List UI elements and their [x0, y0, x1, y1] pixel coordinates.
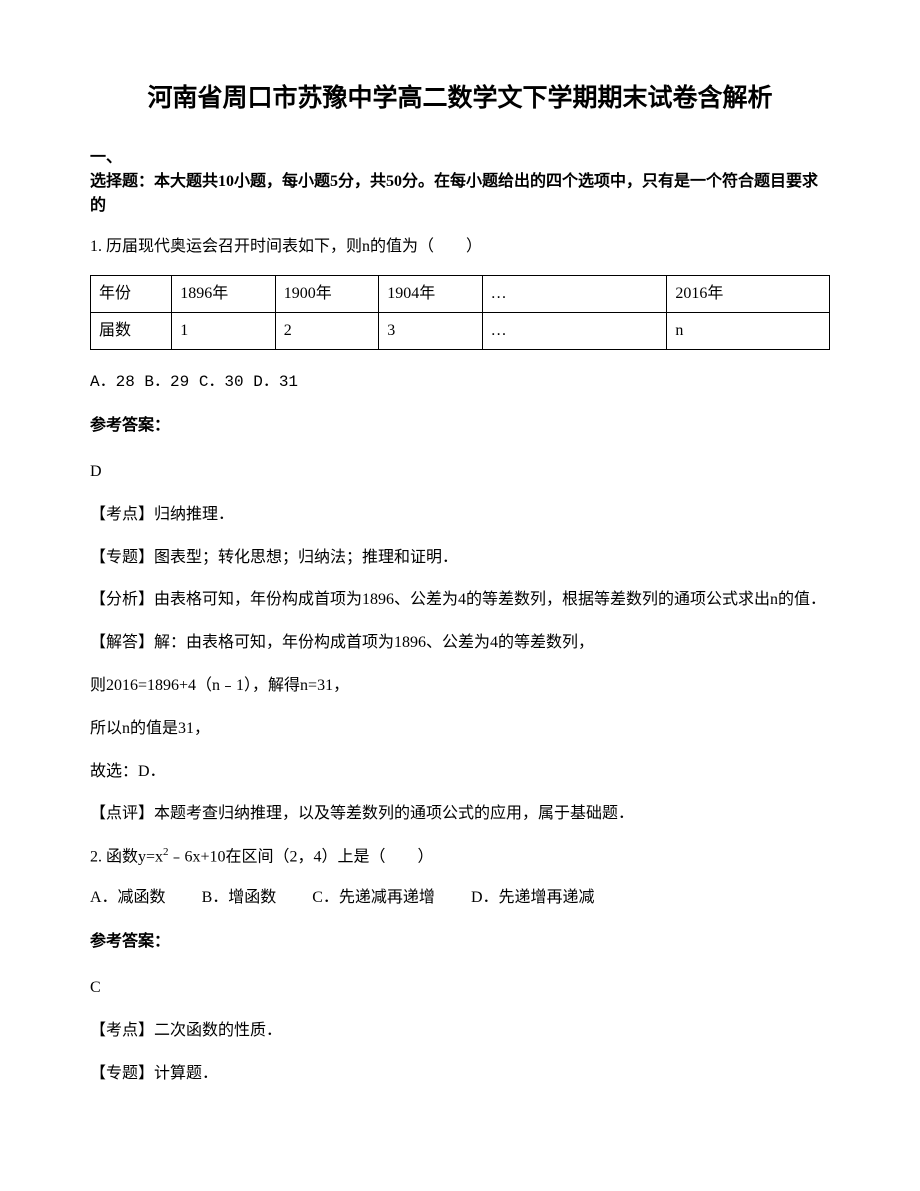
q1-jieda1: 【解答】解：由表格可知，年份构成首项为1896、公差为4的等差数列，	[90, 629, 830, 658]
question-1: 1. 历届现代奥运会召开时间表如下，则n的值为（ ）	[90, 234, 830, 260]
q1-fenxi: 【分析】由表格可知，年份构成首项为1896、公差为4的等差数列，根据等差数列的通…	[90, 586, 830, 615]
q2-number: 2.	[90, 849, 102, 866]
q1-jieda4: 故选：D．	[90, 758, 830, 787]
section-heading: 一、 选择题：本大题共10小题，每小题5分，共50分。在每小题给出的四个选项中，…	[90, 146, 830, 218]
section-prefix: 一、	[90, 149, 122, 166]
page-title: 河南省周口市苏豫中学高二数学文下学期期末试卷含解析	[90, 80, 830, 118]
q2-options: A．减函数 B．增函数 C．先递减再递增 D．先递增再递减	[90, 886, 830, 910]
table-cell: 3	[379, 313, 482, 350]
q2-opt-a: A．减函数	[90, 886, 166, 910]
table-row: 届数 1 2 3 … n	[91, 313, 830, 350]
table-cell: 年份	[91, 276, 172, 313]
q1-zhuanti: 【专题】图表型；转化思想；归纳法；推理和证明．	[90, 544, 830, 573]
table-cell: 1904年	[379, 276, 482, 313]
q1-number: 1.	[90, 238, 102, 255]
table-cell: n	[667, 313, 830, 350]
q1-options: A．28 B．29 C．30 D．31	[90, 370, 830, 394]
table-cell: …	[482, 313, 667, 350]
q1-table: 年份 1896年 1900年 1904年 … 2016年 届数 1 2 3 … …	[90, 275, 830, 350]
table-cell: 1	[172, 313, 275, 350]
q2-opt-b: B．增函数	[202, 886, 277, 910]
table-cell: 2	[275, 313, 378, 350]
answer-heading: 参考答案：	[90, 930, 830, 954]
q2-opt-d: D．先递增再递减	[471, 886, 595, 910]
q1-text: 历届现代奥运会召开时间表如下，则n的值为（ ）	[106, 238, 482, 255]
q2-kaodian: 【考点】二次函数的性质．	[90, 1017, 830, 1046]
q1-jieda2: 则2016=1896+4（n﹣1），解得n=31，	[90, 672, 830, 701]
q2-answer: C	[90, 974, 830, 1003]
table-cell: 届数	[91, 313, 172, 350]
table-row: 年份 1896年 1900年 1904年 … 2016年	[91, 276, 830, 313]
table-cell: 1896年	[172, 276, 275, 313]
q2-opt-c: C．先递减再递增	[312, 886, 435, 910]
table-cell: …	[482, 276, 667, 313]
table-cell: 2016年	[667, 276, 830, 313]
q1-answer: D	[90, 458, 830, 487]
q2-text-pre: 函数y=x	[106, 849, 163, 866]
q1-jieda3: 所以n的值是31，	[90, 715, 830, 744]
question-2: 2. 函数y=x2﹣6x+10在区间（2，4）上是（ ）	[90, 843, 830, 872]
table-cell: 1900年	[275, 276, 378, 313]
q1-dianping: 【点评】本题考查归纳推理，以及等差数列的通项公式的应用，属于基础题．	[90, 800, 830, 829]
q2-zhuanti: 【专题】计算题．	[90, 1060, 830, 1089]
q2-text-post: ﹣6x+10在区间（2，4）上是（ ）	[169, 849, 434, 866]
section-text: 选择题：本大题共10小题，每小题5分，共50分。在每小题给出的四个选项中，只有是…	[90, 173, 818, 214]
q1-kaodian: 【考点】归纳推理．	[90, 501, 830, 530]
answer-heading: 参考答案：	[90, 414, 830, 438]
